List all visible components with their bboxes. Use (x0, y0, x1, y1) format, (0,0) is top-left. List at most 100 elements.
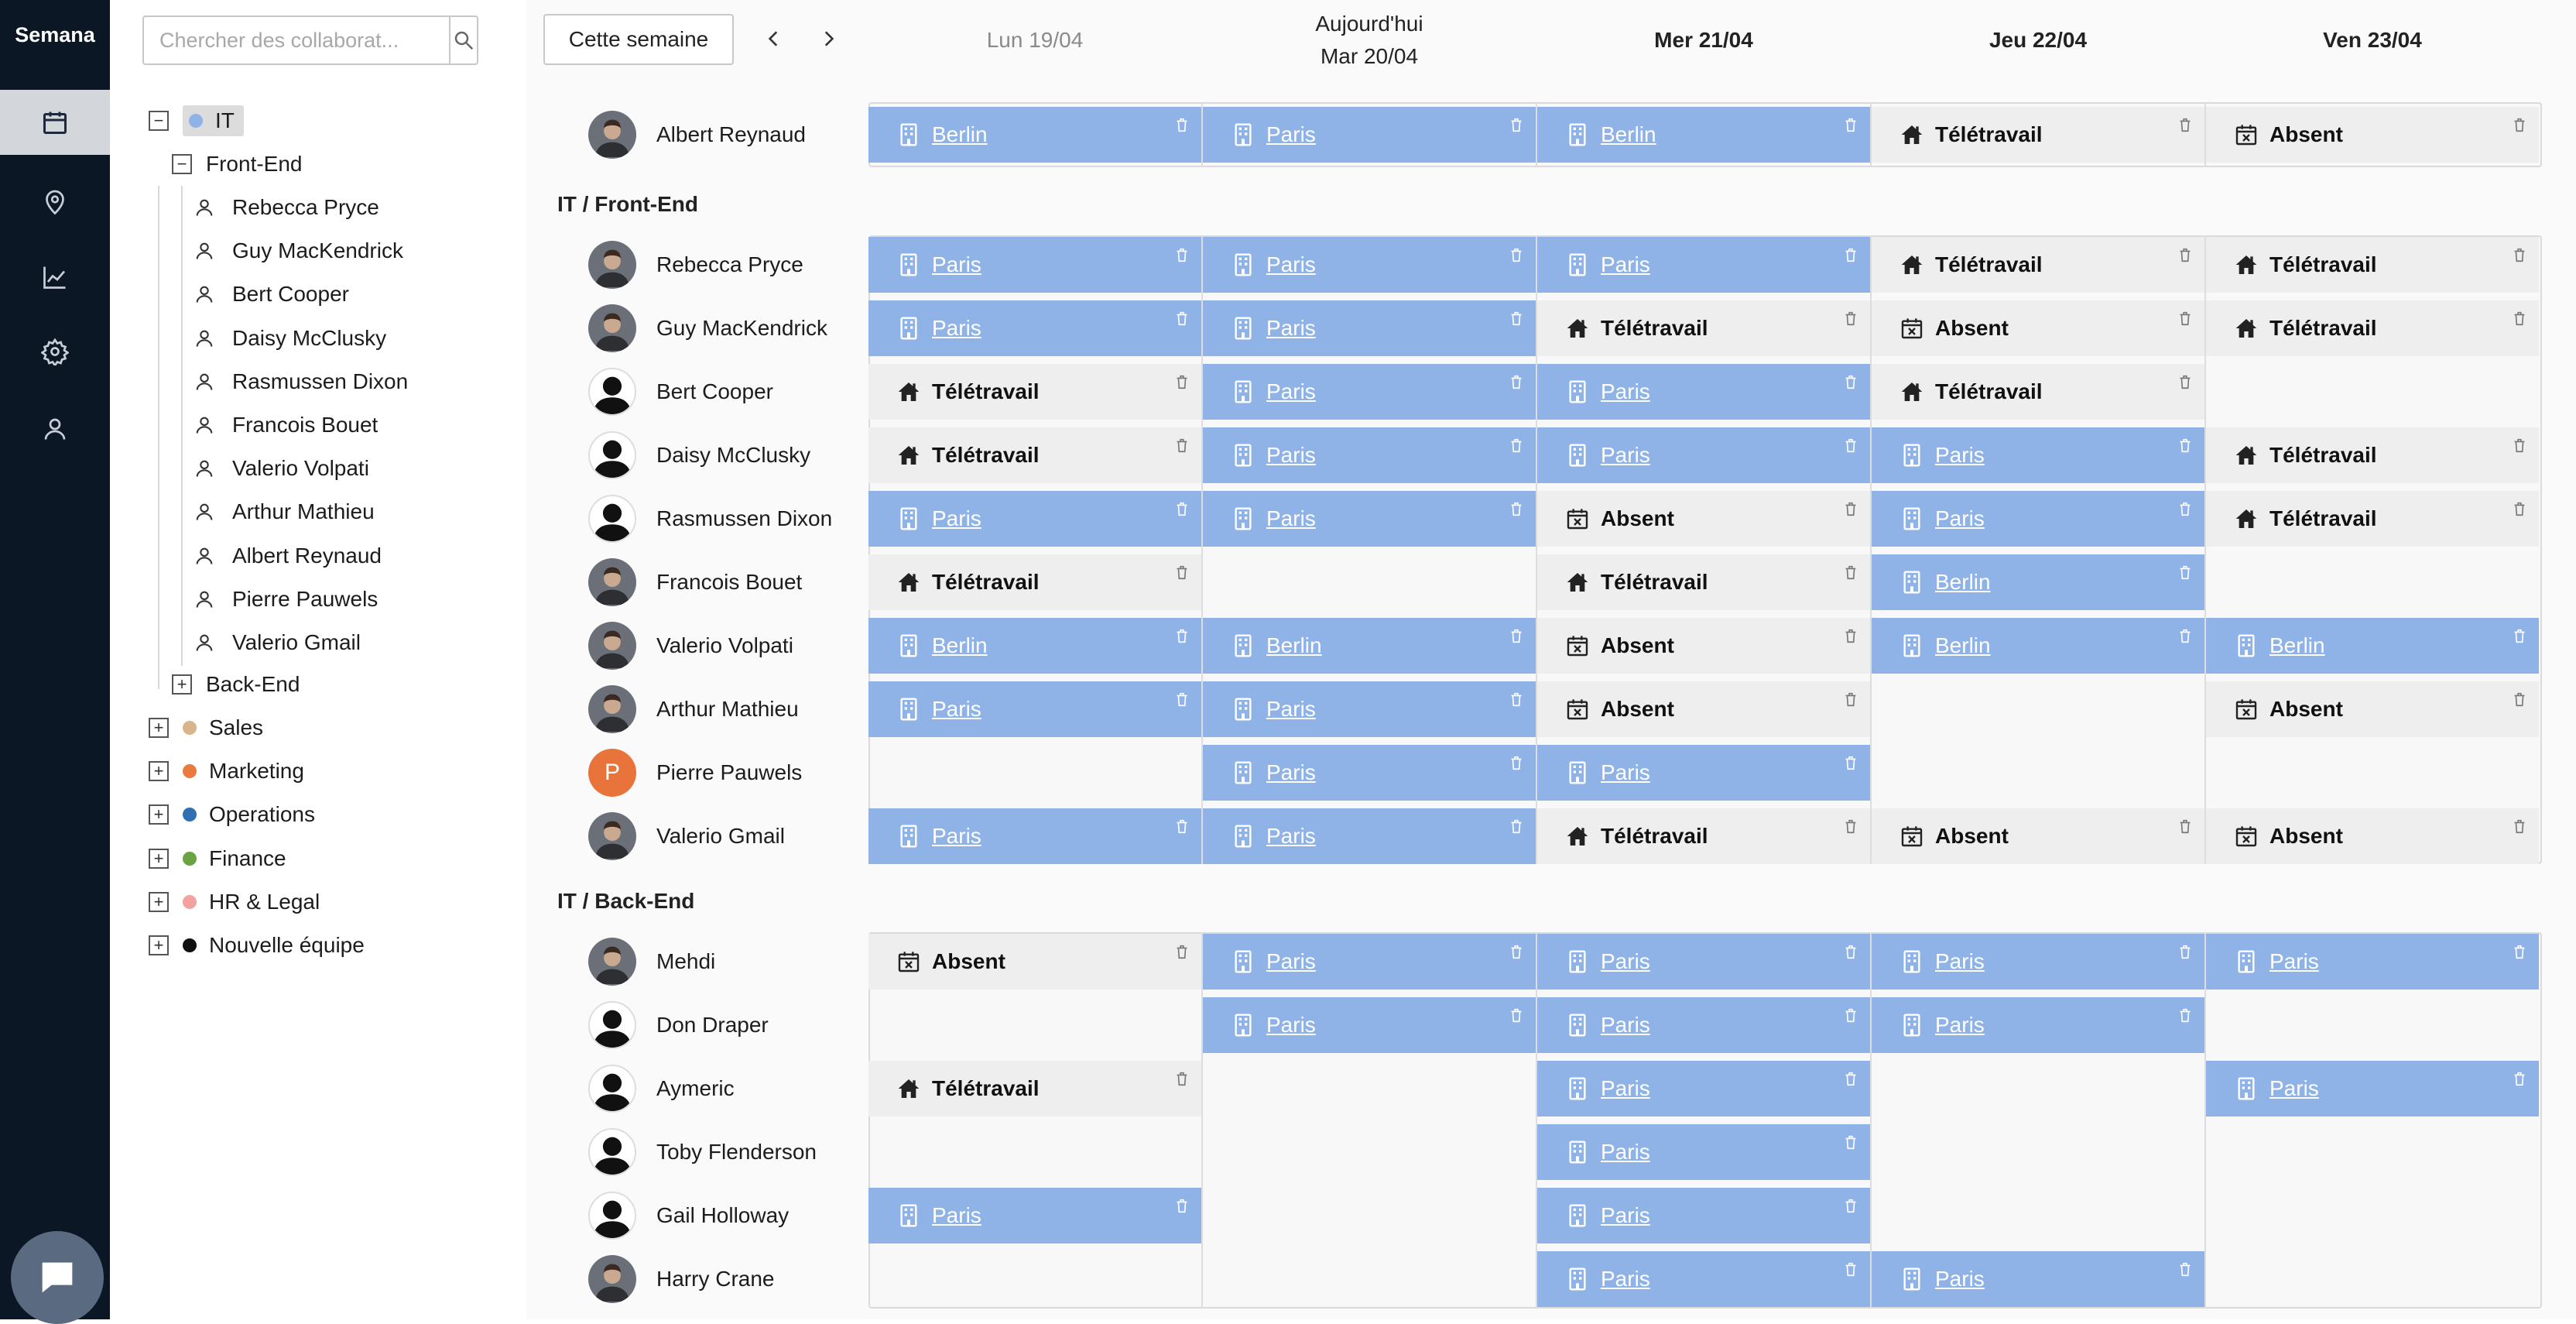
schedule-cell-absent[interactable]: Absent (1872, 808, 2204, 864)
trash-icon[interactable] (1842, 308, 1859, 328)
tree-member[interactable]: Arthur Mathieu (194, 494, 375, 530)
employee-row-header[interactable]: Arthur Mathieu (588, 682, 799, 736)
office-link[interactable]: Paris (1601, 1076, 1650, 1100)
trash-icon[interactable] (1842, 435, 1859, 455)
schedule-cell-office[interactable]: Paris (2206, 1061, 2539, 1116)
trash-icon[interactable] (2511, 689, 2528, 709)
office-link[interactable]: Paris (1266, 122, 1316, 146)
nav-settings[interactable] (0, 319, 110, 384)
trash-icon[interactable] (1842, 372, 1859, 392)
search-input[interactable] (144, 17, 449, 63)
tree-member[interactable]: Valerio Gmail (194, 625, 361, 660)
tree-member[interactable]: Albert Reynaud (194, 538, 382, 574)
employee-row-header[interactable]: Valerio Volpati (588, 619, 793, 673)
employee-row-header[interactable]: Guy MacKendrick (588, 301, 827, 355)
tree-node-frontend[interactable]: − Front-End (172, 146, 303, 182)
schedule-cell-office[interactable]: Paris (1537, 997, 1870, 1053)
trash-icon[interactable] (1508, 115, 1525, 135)
schedule-cell-office[interactable]: Paris (1537, 427, 1870, 483)
schedule-cell-office[interactable]: Paris (868, 491, 1201, 547)
schedule-cell-office[interactable]: Paris (868, 237, 1201, 293)
trash-icon[interactable] (1173, 1068, 1190, 1089)
employee-row-header[interactable]: Mehdi (588, 935, 715, 989)
trash-icon[interactable] (2177, 499, 2194, 519)
trash-icon[interactable] (2511, 308, 2528, 328)
schedule-cell-office[interactable]: Paris (1203, 934, 1536, 990)
trash-icon[interactable] (1842, 115, 1859, 135)
schedule-cell-absent[interactable]: Absent (2206, 107, 2539, 163)
schedule-cell-remote[interactable]: Télétravail (868, 364, 1201, 420)
tree-member[interactable]: Valerio Volpati (194, 451, 369, 486)
schedule-cell-office[interactable]: Paris (868, 1188, 1201, 1243)
trash-icon[interactable] (1842, 942, 1859, 962)
office-link[interactable]: Paris (932, 697, 981, 721)
trash-icon[interactable] (1842, 245, 1859, 265)
trash-icon[interactable] (1842, 689, 1859, 709)
schedule-cell-remote[interactable]: Télétravail (1537, 808, 1870, 864)
trash-icon[interactable] (1842, 626, 1859, 646)
trash-icon[interactable] (2511, 626, 2528, 646)
schedule-cell-office[interactable]: Berlin (1537, 107, 1870, 163)
schedule-cell-office[interactable]: Paris (1537, 1188, 1870, 1243)
trash-icon[interactable] (1508, 372, 1525, 392)
schedule-cell-office[interactable]: Paris (1872, 491, 2204, 547)
schedule-cell-office[interactable]: Paris (1537, 364, 1870, 420)
tree-node-team[interactable]: + Finance (149, 841, 286, 876)
employee-row-header[interactable]: Harry Crane (588, 1252, 774, 1306)
office-link[interactable]: Paris (932, 824, 981, 848)
schedule-cell-office[interactable]: Paris (1537, 1061, 1870, 1116)
office-link[interactable]: Paris (1935, 506, 1985, 530)
trash-icon[interactable] (1508, 753, 1525, 773)
employee-row-header[interactable]: Aymeric (588, 1062, 735, 1116)
schedule-cell-absent[interactable]: Absent (868, 934, 1201, 990)
nav-locations[interactable] (0, 170, 110, 235)
schedule-cell-office[interactable]: Paris (1872, 1251, 2204, 1307)
tree-node-team[interactable]: + Operations (149, 797, 315, 832)
tree-member[interactable]: Bert Cooper (194, 276, 349, 312)
trash-icon[interactable] (1173, 1195, 1190, 1216)
office-link[interactable]: Paris (1601, 1203, 1650, 1227)
schedule-cell-office[interactable]: Berlin (1872, 554, 2204, 610)
office-link[interactable]: Berlin (1935, 633, 1991, 657)
schedule-cell-office[interactable]: Paris (1537, 237, 1870, 293)
nav-profile[interactable] (0, 396, 110, 461)
employee-row-header[interactable]: Rasmussen Dixon (588, 492, 832, 546)
employee-row-header[interactable]: P Pierre Pauwels (588, 746, 802, 800)
trash-icon[interactable] (1173, 115, 1190, 135)
office-link[interactable]: Paris (1266, 443, 1316, 467)
office-link[interactable]: Paris (1935, 1267, 1985, 1291)
schedule-cell-office[interactable]: Berlin (868, 107, 1201, 163)
tree-member[interactable]: Rasmussen Dixon (194, 364, 408, 400)
trash-icon[interactable] (1508, 816, 1525, 836)
expand-toggle[interactable]: + (172, 674, 192, 695)
schedule-cell-office[interactable]: Paris (2206, 934, 2539, 990)
trash-icon[interactable] (1842, 1068, 1859, 1089)
schedule-cell-absent[interactable]: Absent (1872, 300, 2204, 356)
office-link[interactable]: Berlin (932, 122, 988, 146)
trash-icon[interactable] (2177, 372, 2194, 392)
tree-member[interactable]: Francois Bouet (194, 407, 378, 443)
office-link[interactable]: Paris (1935, 1013, 1985, 1037)
employee-row-header[interactable]: Rebecca Pryce (588, 238, 803, 292)
expand-toggle[interactable]: + (149, 718, 169, 738)
schedule-cell-office[interactable]: Paris (1203, 808, 1536, 864)
trash-icon[interactable] (2511, 115, 2528, 135)
trash-icon[interactable] (1842, 1132, 1859, 1152)
trash-icon[interactable] (1173, 562, 1190, 582)
office-link[interactable]: Paris (1935, 949, 1985, 973)
schedule-cell-office[interactable]: Paris (1203, 745, 1536, 801)
expand-toggle[interactable]: + (149, 935, 169, 955)
trash-icon[interactable] (1842, 562, 1859, 582)
office-link[interactable]: Paris (932, 1203, 981, 1227)
next-week-button[interactable] (813, 23, 844, 54)
search-button[interactable] (449, 17, 477, 63)
this-week-button[interactable]: Cette semaine (543, 14, 734, 65)
tree-node-team[interactable]: + Marketing (149, 753, 304, 789)
office-link[interactable]: Paris (1266, 824, 1316, 848)
tree-node-backend[interactable]: + Back-End (172, 667, 300, 702)
collapse-toggle[interactable]: − (149, 111, 169, 131)
trash-icon[interactable] (1173, 816, 1190, 836)
trash-icon[interactable] (1508, 245, 1525, 265)
trash-icon[interactable] (1508, 308, 1525, 328)
office-link[interactable]: Paris (1601, 443, 1650, 467)
